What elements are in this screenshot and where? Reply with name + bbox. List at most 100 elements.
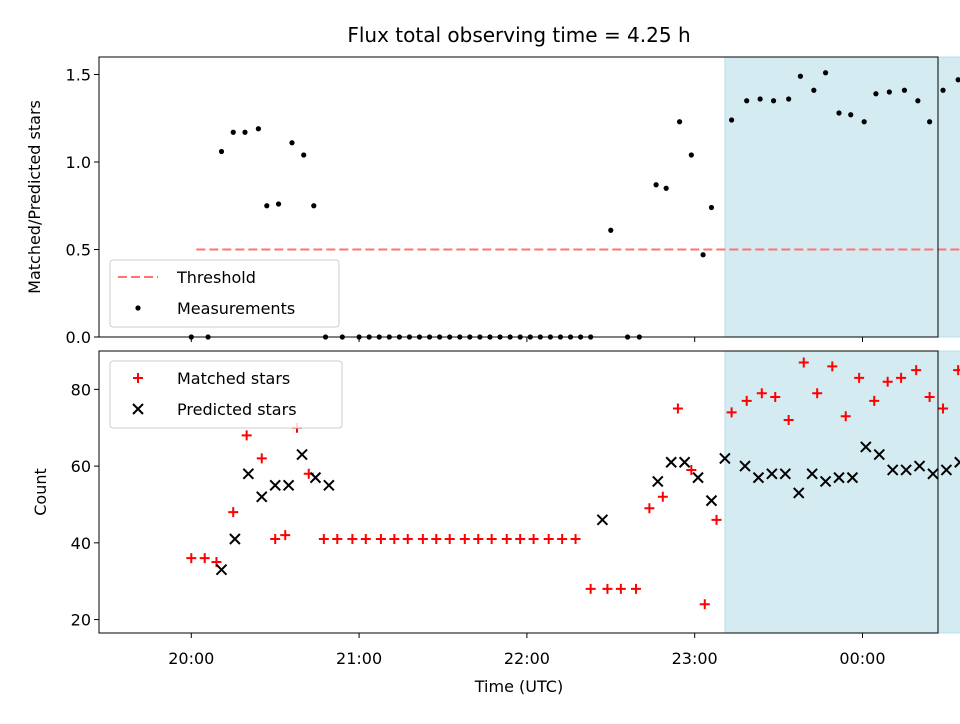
data-point (585, 583, 596, 594)
bottom-legend: Matched stars Predicted stars (109, 360, 343, 429)
data-point (692, 471, 704, 484)
data-point (186, 553, 197, 564)
data-point (940, 464, 953, 476)
data-point (770, 392, 781, 403)
data-point (665, 456, 677, 468)
data-point (786, 96, 792, 102)
data-point (739, 460, 751, 472)
x-tick-label: 21:00 (336, 649, 382, 668)
data-point (840, 411, 851, 422)
y-tick-label: 80 (71, 380, 91, 399)
data-point (402, 534, 413, 544)
data-point (729, 117, 735, 123)
data-point (779, 468, 792, 480)
data-point (663, 185, 669, 191)
data-point (557, 534, 568, 544)
data-point (615, 583, 626, 594)
bottom-series-matched-stars (186, 357, 960, 610)
legend-label: Matched stars (177, 369, 290, 388)
data-point (318, 534, 329, 544)
data-point (602, 583, 613, 594)
data-point (726, 407, 737, 418)
data-point (473, 534, 484, 544)
y-axis-label: Matched/Predicted stars (25, 100, 44, 294)
data-point (501, 534, 512, 544)
data-point (797, 73, 804, 79)
data-point (347, 534, 358, 544)
data-point (873, 448, 885, 461)
data-point (653, 182, 659, 188)
bottom-shaded-interval (724, 350, 960, 634)
data-point (940, 87, 946, 93)
data-point (269, 479, 281, 491)
data-point (676, 119, 683, 125)
data-point (688, 152, 694, 158)
data-point (652, 475, 664, 488)
data-point (515, 534, 526, 544)
y-tick-label: 40 (71, 534, 91, 553)
y-tick-label: 20 (71, 611, 91, 630)
data-point (486, 534, 497, 544)
y-tick-label: 1.0 (66, 153, 91, 172)
x-axis-ticks: 20:0021:0022:0023:0000:0001:0002:0003:00… (168, 649, 885, 668)
x-axis-label: Time (UTC) (474, 677, 563, 696)
data-point (270, 534, 281, 544)
data-point (528, 534, 539, 544)
data-point (927, 468, 939, 480)
legend-marker-swatch (132, 403, 144, 415)
data-point (793, 487, 805, 499)
top-shaded-interval (724, 56, 960, 338)
data-point (900, 464, 912, 476)
data-point (242, 129, 248, 135)
data-point (846, 471, 859, 484)
data-point (332, 534, 343, 544)
data-point (242, 468, 255, 480)
data-point (417, 534, 428, 544)
data-point (256, 491, 268, 503)
data-point (873, 91, 879, 97)
data-point (812, 388, 823, 399)
data-point (570, 534, 581, 544)
x-tick-label: 20:00 (168, 649, 214, 668)
legend-label: Threshold (176, 268, 256, 287)
data-point (798, 357, 809, 368)
data-point (882, 376, 893, 387)
data-point (644, 503, 655, 514)
top-legend: Threshold Measurements (109, 259, 340, 328)
data-point (705, 494, 718, 507)
data-point (915, 98, 921, 104)
data-point (833, 471, 845, 484)
data-point (860, 441, 872, 453)
data-point (301, 152, 307, 158)
data-point (229, 533, 241, 545)
chart-title: Flux total observing time = 4.25 h (347, 23, 690, 47)
data-point (719, 452, 731, 465)
data-point (757, 96, 763, 102)
data-point (955, 77, 960, 83)
data-point (861, 119, 867, 125)
data-point (806, 468, 818, 480)
data-point (819, 475, 832, 488)
y-axis-label: Count (31, 468, 50, 516)
data-point (459, 534, 470, 544)
data-point (869, 395, 880, 406)
data-point (596, 514, 609, 526)
top-panel: 0.0 0.5 1.0 1.5 Matched/Predicted stars Thres… (25, 56, 960, 347)
data-point (770, 98, 777, 104)
data-point (848, 112, 854, 118)
data-point (927, 119, 933, 125)
data-point (543, 534, 554, 544)
data-point (901, 87, 908, 93)
data-point (657, 491, 668, 502)
top-panel-frame (98, 56, 939, 338)
data-point (896, 372, 907, 383)
data-point (744, 98, 750, 104)
data-point (608, 227, 614, 233)
data-point (708, 204, 715, 211)
data-point (255, 126, 262, 132)
data-point (289, 140, 295, 146)
y-tick-label: 60 (71, 457, 91, 476)
x-tick-label: 00:00 (839, 649, 885, 668)
data-point (215, 563, 228, 576)
data-point (886, 464, 899, 476)
